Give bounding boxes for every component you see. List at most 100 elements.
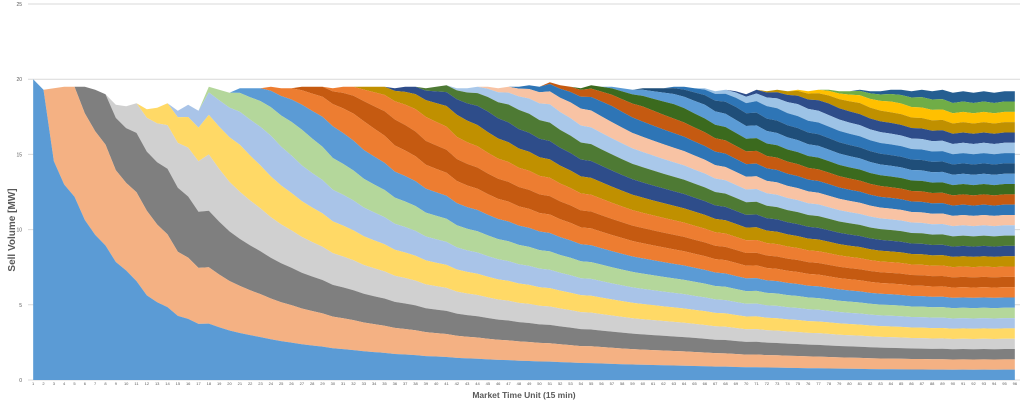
area-series: [33, 79, 1015, 165]
area-series: [33, 79, 1015, 278]
area-series: [33, 79, 1015, 247]
area-series-group: [33, 79, 1015, 380]
x-tick-label: 83: [878, 381, 883, 386]
x-tick-label: 11: [134, 381, 139, 386]
x-tick-label: 85: [899, 381, 904, 386]
y-axis-ticks: 0 5 10 15 20 25: [16, 2, 22, 384]
area-series: [33, 79, 1015, 380]
x-tick-label: 52: [558, 381, 563, 386]
x-tick-label: 56: [599, 381, 604, 386]
x-tick-label: 20: [227, 381, 232, 386]
x-tick-label: 42: [455, 381, 460, 386]
x-tick-label: 43: [465, 381, 470, 386]
x-tick-label: 58: [620, 381, 625, 386]
area-series: [33, 79, 1015, 196]
x-tick-label: 59: [630, 381, 635, 386]
x-tick-label: 27: [300, 381, 305, 386]
x-tick-label: 28: [310, 381, 315, 386]
x-tick-label: 67: [713, 381, 718, 386]
x-tick-label: 49: [527, 381, 532, 386]
x-tick-label: 24: [269, 381, 274, 386]
x-tick-label: 8: [104, 381, 107, 386]
x-tick-label: 48: [517, 381, 522, 386]
x-tick-label: 3: [53, 381, 56, 386]
x-tick-label: 60: [641, 381, 646, 386]
y-tick-label: 25: [16, 2, 22, 8]
x-tick-label: 54: [579, 381, 584, 386]
x-tick-label: 18: [207, 381, 212, 386]
x-tick-label: 63: [672, 381, 677, 386]
x-tick-label: 89: [940, 381, 945, 386]
x-tick-label: 87: [920, 381, 925, 386]
x-tick-label: 12: [145, 381, 150, 386]
y-tick-label: 20: [16, 77, 22, 83]
x-tick-label: 65: [692, 381, 697, 386]
area-series: [33, 79, 1015, 186]
x-tick-label: 10: [124, 381, 129, 386]
x-tick-label: 62: [661, 381, 666, 386]
x-tick-label: 90: [951, 381, 956, 386]
x-tick-label: 38: [413, 381, 418, 386]
x-tick-label: 5: [73, 381, 76, 386]
x-tick-label: 41: [444, 381, 449, 386]
x-tick-label: 57: [610, 381, 615, 386]
x-tick-label: 79: [837, 381, 842, 386]
x-tick-label: 45: [486, 381, 491, 386]
y-tick-label: 5: [19, 303, 22, 309]
x-tick-label: 55: [589, 381, 594, 386]
x-tick-label: 73: [775, 381, 780, 386]
x-tick-label: 31: [341, 381, 346, 386]
x-tick-label: 14: [165, 381, 170, 386]
x-tick-label: 53: [568, 381, 573, 386]
x-tick-label: 64: [682, 381, 687, 386]
y-tick-label: 0: [19, 378, 22, 384]
x-tick-label: 51: [548, 381, 553, 386]
area-series: [33, 79, 1015, 360]
x-tick-label: 66: [703, 381, 708, 386]
x-tick-label: 93: [982, 381, 987, 386]
x-tick-label: 39: [424, 381, 429, 386]
x-tick-label: 68: [723, 381, 728, 386]
x-tick-label: 80: [847, 381, 852, 386]
x-tick-label: 32: [351, 381, 356, 386]
x-tick-label: 16: [186, 381, 191, 386]
x-tick-label: 94: [992, 381, 997, 386]
x-tick-label: 13: [155, 381, 160, 386]
x-tick-label: 36: [393, 381, 398, 386]
x-tick-label: 61: [651, 381, 656, 386]
area-series: [33, 79, 1015, 175]
x-axis-title: Market Time Unit (15 min): [472, 390, 575, 400]
x-tick-label: 82: [868, 381, 873, 386]
x-tick-label: 86: [909, 381, 914, 386]
x-tick-label: 78: [827, 381, 832, 386]
x-tick-label: 77: [816, 381, 821, 386]
x-tick-label: 33: [362, 381, 367, 386]
x-tick-label: 34: [372, 381, 377, 386]
x-tick-label: 7: [94, 381, 97, 386]
x-tick-label: 40: [434, 381, 439, 386]
x-tick-label: 81: [858, 381, 863, 386]
x-tick-label: 88: [930, 381, 935, 386]
x-tick-label: 21: [238, 381, 243, 386]
x-tick-label: 76: [806, 381, 811, 386]
x-tick-label: 95: [1002, 381, 1007, 386]
x-tick-label: 70: [744, 381, 749, 386]
x-tick-label: 91: [961, 381, 966, 386]
area-series: [33, 79, 1015, 319]
area-series: [33, 79, 1015, 216]
x-tick-label: 22: [248, 381, 253, 386]
area-series: [33, 79, 1015, 155]
x-tick-label: 71: [754, 381, 759, 386]
x-tick-label: 15: [176, 381, 181, 386]
area-series: [33, 79, 1015, 329]
x-tick-label: 69: [734, 381, 739, 386]
y-tick-label: 15: [16, 152, 22, 158]
x-axis-ticks: 1 2 3 4 5 6 7 8 9 10 11 12 13 14 15 16 17 18 19 20 21 22 23 24 2…: [32, 381, 1018, 386]
y-tick-label: 10: [16, 228, 22, 234]
x-tick-label: 96: [1013, 381, 1018, 386]
x-tick-label: 19: [217, 381, 222, 386]
area-series: [33, 79, 1015, 206]
x-tick-label: 26: [289, 381, 294, 386]
x-tick-label: 44: [475, 381, 480, 386]
